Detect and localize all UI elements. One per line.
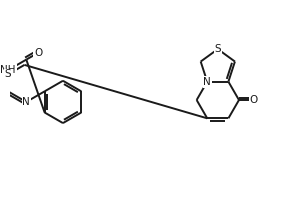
Text: NH: NH — [0, 65, 16, 75]
Text: N: N — [22, 97, 30, 107]
Text: O: O — [34, 48, 42, 58]
Text: S: S — [5, 69, 11, 79]
Text: S: S — [214, 44, 221, 54]
Text: N: N — [203, 77, 211, 87]
Text: O: O — [250, 95, 258, 105]
